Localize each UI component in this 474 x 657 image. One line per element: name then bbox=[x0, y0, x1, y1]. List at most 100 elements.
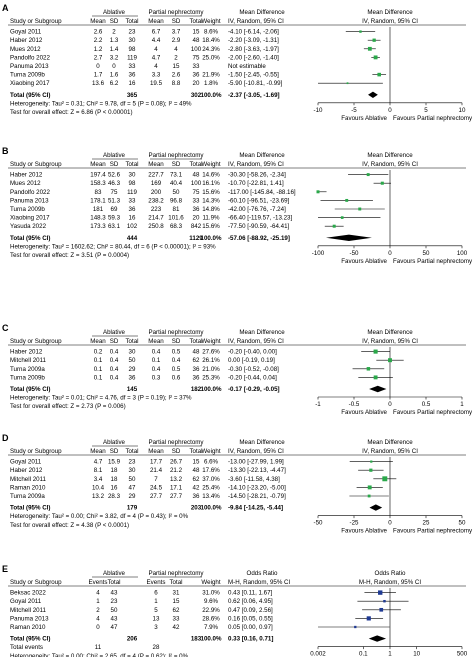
ablative-grand-total: 179 bbox=[127, 505, 138, 512]
partial-value-1: 0.1 bbox=[152, 357, 161, 364]
study-name: Haber 2012 bbox=[10, 467, 43, 474]
study-weight: 1.8% bbox=[204, 80, 219, 87]
study-name: Yasuda 2022 bbox=[10, 223, 47, 230]
column-header: Mean bbox=[90, 18, 106, 25]
ablative-total: 50 bbox=[129, 476, 136, 483]
favours-left-label: Favours Ablative bbox=[341, 528, 387, 535]
study-weight: 15.6% bbox=[202, 223, 220, 230]
x-axis-tick-label: -10 bbox=[314, 107, 324, 114]
total-label: Total (95% CI) bbox=[10, 92, 50, 99]
ablative-value-2: 0.4 bbox=[110, 349, 119, 356]
partial-total: 100 bbox=[191, 180, 202, 187]
study-name: Panuma 2013 bbox=[10, 63, 49, 70]
study-point-marker bbox=[366, 367, 371, 371]
partial-value-2: 21.2 bbox=[170, 467, 183, 474]
x-axis-tick-label: -1 bbox=[315, 401, 321, 408]
column-header: Total bbox=[107, 579, 120, 586]
ablative-value-2: 16 bbox=[111, 484, 118, 491]
pooled-effect-diamond bbox=[369, 385, 387, 393]
total-label: Total (95% CI) bbox=[10, 636, 50, 643]
group-header-partial: Partial nephrectomy bbox=[148, 570, 204, 577]
group-header-ablative: Ablative bbox=[103, 329, 126, 336]
ablative-value-2: 69 bbox=[111, 206, 118, 213]
study-point-marker bbox=[373, 349, 378, 354]
partial-value-2: 27.7 bbox=[170, 493, 183, 500]
group-header-ablative: Ablative bbox=[103, 439, 126, 446]
study-weight: 16.1% bbox=[202, 180, 220, 187]
ablative-value-1: 8.1 bbox=[94, 467, 103, 474]
ablative-value-1: 158.3 bbox=[90, 180, 106, 187]
study-point-marker bbox=[345, 198, 349, 202]
partial-total: 36 bbox=[193, 366, 200, 373]
group-header-effect: Odds Ratio bbox=[247, 570, 279, 577]
partial-value-1: 4.4 bbox=[152, 37, 161, 44]
partial-value-1: 21.4 bbox=[150, 467, 163, 474]
overall-effect-text: Test for overall effect: Z = 2.73 (P = 0… bbox=[10, 403, 126, 410]
partial-value-1: 5 bbox=[154, 607, 158, 614]
favours-left-label: Favours Ablative bbox=[341, 258, 387, 265]
ablative-grand-total: 145 bbox=[127, 386, 138, 393]
study-ci-text: -30.30 [-58.26, -2.34] bbox=[228, 172, 286, 179]
heterogeneity-text: Heterogeneity: Tau² = 0.00; Chi² = 3.82,… bbox=[10, 513, 189, 520]
x-axis-tick-label: 0 bbox=[388, 107, 392, 114]
column-header: SD bbox=[110, 18, 119, 25]
partial-total: 62 bbox=[193, 476, 200, 483]
group-header-plot: Mean Difference bbox=[367, 152, 413, 159]
ablative-value-1: 2.2 bbox=[94, 37, 103, 44]
partial-value-2: 17.1 bbox=[170, 484, 183, 491]
ablative-value-2: 50 bbox=[111, 607, 118, 614]
ablative-total: 16 bbox=[129, 215, 136, 222]
study-name: Raman 2010 bbox=[10, 484, 46, 491]
group-header-effect: Mean Difference bbox=[239, 439, 285, 446]
partial-total: 36 bbox=[193, 206, 200, 213]
ablative-total: 119 bbox=[127, 189, 137, 196]
study-ci-text: -14.50 [-28.21, -0.79] bbox=[228, 493, 286, 500]
partial-value-1: 13 bbox=[153, 615, 160, 622]
favours-right-label: Favours Partial nephrectomy bbox=[393, 528, 473, 535]
partial-value-1: 4 bbox=[154, 63, 158, 70]
column-header: Mean bbox=[90, 161, 106, 168]
study-point-marker bbox=[316, 190, 320, 194]
x-axis-tick-label: -5 bbox=[351, 107, 357, 114]
study-weight: 14.8% bbox=[202, 206, 220, 213]
partial-total: 48 bbox=[193, 172, 200, 179]
study-name: Goyal 2011 bbox=[10, 459, 42, 466]
column-header: SD bbox=[172, 338, 181, 345]
ablative-value-1: 1 bbox=[96, 598, 100, 605]
ablative-value-1: 10.4 bbox=[92, 484, 105, 491]
total-row: Total (95% CI) 365 302 100.0% -2.37 [-3.05, … bbox=[10, 92, 280, 99]
ablative-total: 23 bbox=[129, 29, 136, 36]
study-row: Turna 2009b 0.1 0.4 36 0.3 0.6 36 25.3% -0.20 [-… bbox=[10, 374, 277, 381]
ablative-total: 47 bbox=[129, 484, 136, 491]
partial-grand-total: 182 bbox=[191, 386, 202, 393]
column-header: Total bbox=[125, 18, 138, 25]
ablative-total: 36 bbox=[129, 374, 136, 381]
column-header: IV, Random, 95% CI bbox=[362, 161, 418, 168]
panel-label: C bbox=[2, 323, 9, 333]
study-point-marker bbox=[372, 38, 376, 42]
study-name: Xiaobing 2017 bbox=[10, 80, 50, 87]
ablative-total: 30 bbox=[129, 37, 136, 44]
column-header: Mean bbox=[90, 338, 106, 345]
study-point-marker bbox=[354, 625, 357, 629]
column-header: Total bbox=[125, 161, 138, 168]
forest-panel-a: A Ablative Partial nephrectomy Mean Differe… bbox=[2, 3, 473, 122]
study-ci-text: -42.00 [-76.76, -7.24] bbox=[228, 206, 286, 213]
ablative-value-2: 0.4 bbox=[110, 357, 119, 364]
column-header: SD bbox=[172, 448, 181, 455]
ablative-value-2: 0.4 bbox=[110, 374, 119, 381]
column-header: IV, Random, 95% CI bbox=[228, 338, 284, 345]
study-ci-text: 0.00 [-0.19, 0.19] bbox=[228, 357, 275, 364]
study-weight: 24.3% bbox=[202, 46, 220, 53]
ablative-value-1: 0.1 bbox=[94, 357, 103, 364]
study-ci-text: -2.80 [-3.63, -1.97] bbox=[228, 46, 279, 53]
study-name: Mues 2012 bbox=[10, 46, 41, 53]
ablative-total: 33 bbox=[129, 197, 136, 204]
column-header: Total bbox=[189, 161, 202, 168]
column-header: Weight bbox=[201, 18, 220, 25]
study-name: Beksac 2022 bbox=[10, 590, 46, 597]
study-weight: 6.6% bbox=[204, 459, 219, 466]
ablative-total: 50 bbox=[129, 357, 136, 364]
study-row: Haber 2012 2.2 1.3 30 4.4 2.9 48 18.4% -2.20 [-3… bbox=[10, 37, 279, 44]
study-name: Mues 2012 bbox=[10, 180, 41, 187]
